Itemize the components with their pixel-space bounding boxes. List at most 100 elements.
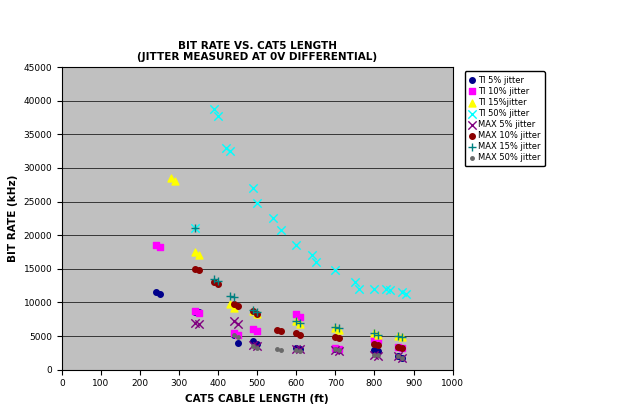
TI 10% jitter	[154, 244, 164, 251]
Legend: TI 5% jitter, TI 10% jitter, TI 15%jitter, TI 50% jitter, MAX 5% jitter, MAX 10%: TI 5% jitter, TI 10% jitter, TI 15%jitte…	[464, 71, 544, 166]
TI 15%jitter	[193, 252, 203, 259]
MAX 15% jitter	[330, 323, 340, 330]
TI 5% jitter	[190, 308, 200, 315]
TI 5% jitter	[154, 291, 164, 298]
TI 10% jitter	[373, 337, 383, 344]
TI 50% jitter	[252, 200, 262, 206]
TI 10% jitter	[334, 346, 344, 353]
TI 5% jitter	[291, 345, 301, 352]
TI 15%jitter	[249, 308, 259, 315]
TI 50% jitter	[221, 144, 231, 151]
MAX 5% jitter	[232, 320, 242, 327]
TI 5% jitter	[370, 347, 379, 354]
MAX 15% jitter	[291, 318, 301, 325]
TI 5% jitter	[232, 339, 242, 346]
MAX 50% jitter	[276, 347, 286, 354]
MAX 50% jitter	[397, 354, 407, 361]
TI 50% jitter	[354, 286, 364, 292]
MAX 50% jitter	[330, 346, 340, 353]
MAX 50% jitter	[373, 352, 383, 359]
TI 10% jitter	[393, 344, 403, 350]
TI 50% jitter	[210, 105, 219, 112]
MAX 10% jitter	[330, 333, 340, 340]
TI 15%jitter	[166, 175, 176, 181]
TI 50% jitter	[350, 279, 360, 286]
MAX 50% jitter	[232, 334, 242, 341]
TI 50% jitter	[370, 286, 379, 292]
MAX 10% jitter	[370, 341, 379, 347]
MAX 50% jitter	[229, 331, 239, 338]
MAX 10% jitter	[393, 344, 403, 350]
MAX 50% jitter	[291, 347, 301, 354]
TI 10% jitter	[252, 328, 262, 335]
TI 5% jitter	[295, 345, 305, 352]
TI 50% jitter	[397, 289, 407, 296]
MAX 15% jitter	[210, 276, 219, 282]
MAX 50% jitter	[252, 345, 262, 352]
TI 15%jitter	[190, 249, 200, 255]
TI 10% jitter	[232, 332, 242, 339]
MAX 10% jitter	[229, 300, 239, 307]
MAX 10% jitter	[249, 308, 259, 315]
MAX 10% jitter	[295, 332, 305, 339]
MAX 15% jitter	[397, 334, 407, 341]
MAX 50% jitter	[334, 347, 344, 354]
MAX 5% jitter	[291, 345, 301, 352]
TI 15%jitter	[373, 331, 383, 338]
TI 15%jitter	[252, 311, 262, 318]
MAX 15% jitter	[190, 225, 200, 232]
MAX 50% jitter	[295, 347, 305, 354]
MAX 10% jitter	[193, 267, 203, 273]
TI 5% jitter	[229, 331, 239, 338]
MAX 5% jitter	[295, 346, 305, 353]
TI 10% jitter	[397, 345, 407, 352]
MAX 15% jitter	[373, 331, 383, 338]
X-axis label: CAT5 CABLE LENGTH (ft): CAT5 CABLE LENGTH (ft)	[185, 394, 329, 404]
MAX 5% jitter	[397, 354, 407, 361]
TI 5% jitter	[393, 353, 403, 360]
TI 50% jitter	[401, 291, 410, 298]
TI 15%jitter	[291, 318, 301, 325]
TI 5% jitter	[252, 341, 262, 347]
MAX 5% jitter	[330, 347, 340, 354]
TI 50% jitter	[311, 259, 321, 265]
TI 5% jitter	[373, 347, 383, 354]
TI 10% jitter	[291, 311, 301, 318]
TI 15%jitter	[334, 327, 344, 333]
TI 10% jitter	[229, 330, 239, 337]
MAX 10% jitter	[373, 342, 383, 349]
MAX 15% jitter	[225, 292, 235, 299]
MAX 5% jitter	[252, 343, 262, 349]
TI 10% jitter	[193, 310, 203, 317]
TI 50% jitter	[330, 267, 340, 273]
MAX 10% jitter	[334, 335, 344, 341]
MAX 10% jitter	[291, 330, 301, 337]
MAX 5% jitter	[190, 319, 200, 326]
TI 50% jitter	[268, 215, 278, 222]
TI 50% jitter	[291, 242, 301, 249]
TI 5% jitter	[330, 346, 340, 353]
MAX 10% jitter	[397, 345, 407, 352]
MAX 15% jitter	[249, 307, 259, 314]
MAX 50% jitter	[393, 353, 403, 360]
TI 15%jitter	[225, 300, 235, 307]
MAX 10% jitter	[276, 328, 286, 335]
TI 50% jitter	[213, 112, 223, 119]
MAX 5% jitter	[193, 320, 203, 327]
MAX 50% jitter	[272, 346, 281, 353]
TI 15%jitter	[330, 325, 340, 331]
MAX 15% jitter	[252, 309, 262, 316]
MAX 15% jitter	[370, 329, 379, 336]
MAX 10% jitter	[252, 310, 262, 317]
MAX 5% jitter	[334, 347, 344, 354]
MAX 10% jitter	[232, 302, 242, 309]
TI 15%jitter	[170, 178, 180, 185]
MAX 10% jitter	[213, 280, 223, 287]
TI 10% jitter	[295, 313, 305, 320]
TI 15%jitter	[370, 329, 379, 336]
TI 5% jitter	[249, 338, 259, 345]
TI 5% jitter	[334, 347, 344, 354]
TI 50% jitter	[225, 148, 235, 155]
TI 50% jitter	[307, 252, 317, 259]
TI 50% jitter	[381, 286, 391, 292]
